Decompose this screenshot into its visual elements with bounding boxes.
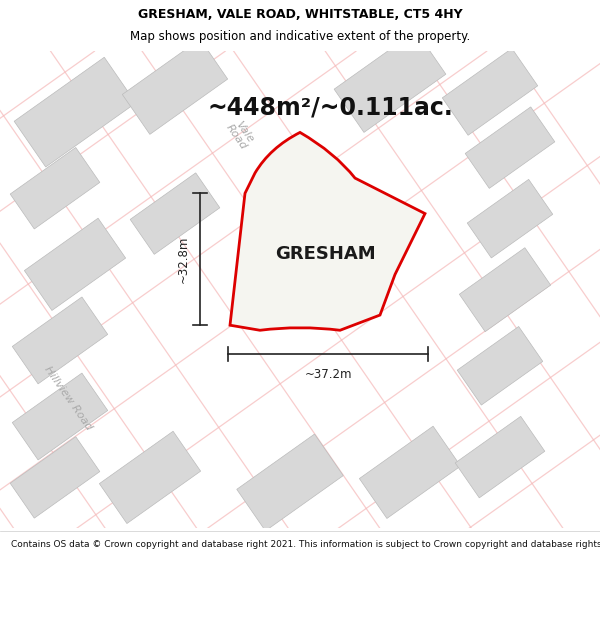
Polygon shape bbox=[467, 179, 553, 258]
Text: GRESHAM: GRESHAM bbox=[275, 245, 376, 263]
Text: Hillview Road: Hillview Road bbox=[42, 364, 94, 432]
Polygon shape bbox=[359, 426, 461, 519]
Polygon shape bbox=[14, 58, 136, 167]
Polygon shape bbox=[10, 437, 100, 518]
Polygon shape bbox=[12, 373, 108, 460]
Polygon shape bbox=[12, 297, 108, 384]
Text: ~448m²/~0.111ac.: ~448m²/~0.111ac. bbox=[207, 95, 453, 119]
Text: Contains OS data © Crown copyright and database right 2021. This information is : Contains OS data © Crown copyright and d… bbox=[11, 540, 600, 549]
Polygon shape bbox=[455, 416, 545, 498]
Polygon shape bbox=[130, 173, 220, 254]
Text: GRESHAM, VALE ROAD, WHITSTABLE, CT5 4HY: GRESHAM, VALE ROAD, WHITSTABLE, CT5 4HY bbox=[137, 8, 463, 21]
Polygon shape bbox=[10, 148, 100, 229]
Polygon shape bbox=[100, 431, 200, 524]
Polygon shape bbox=[457, 326, 543, 405]
Text: ~37.2m: ~37.2m bbox=[304, 368, 352, 381]
Polygon shape bbox=[237, 434, 343, 531]
Polygon shape bbox=[122, 39, 227, 134]
Text: Map shows position and indicative extent of the property.: Map shows position and indicative extent… bbox=[130, 31, 470, 43]
Polygon shape bbox=[465, 107, 555, 188]
Polygon shape bbox=[442, 48, 538, 135]
Text: ~32.8m: ~32.8m bbox=[177, 236, 190, 283]
Polygon shape bbox=[334, 31, 446, 132]
PathPatch shape bbox=[230, 132, 425, 330]
Polygon shape bbox=[460, 248, 551, 332]
Text: Vale
Road: Vale Road bbox=[224, 117, 256, 152]
Polygon shape bbox=[25, 218, 125, 311]
